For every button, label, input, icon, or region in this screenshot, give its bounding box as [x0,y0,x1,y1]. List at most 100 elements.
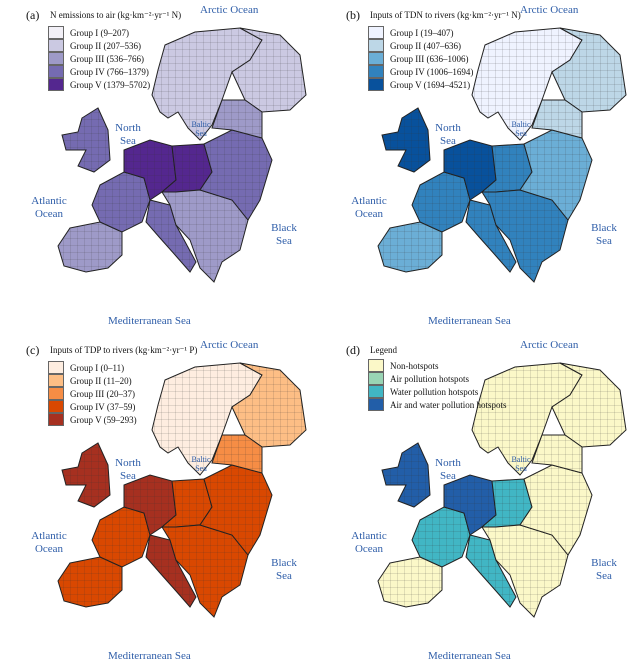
legend: Group I (9–207) Group II (207–536) Group I… [48,26,150,91]
legend-item: Group II (207–536) [48,39,150,52]
grid-cells [520,130,592,220]
legend-item: Group V (1694–4521) [368,78,473,91]
grid-cells [152,363,262,475]
legend-label: Group II (407–636) [390,40,461,51]
legend-item: Group II (11–20) [48,374,137,387]
legend-item: Group V (1379–5702) [48,78,150,91]
legend-label: Group V (1379–5702) [70,79,151,90]
atlantic-ocean-label: Atlantic Ocean [31,195,67,220]
legend-label: Group V (1694–4521) [390,79,471,90]
legend-label: Air and water pollution hotspots [390,399,507,410]
legend-label: Group V (59–293) [70,414,137,425]
grid-cells [520,465,592,555]
legend-item: Group V (59–293) [48,413,137,426]
map [377,27,627,283]
legend-swatch [48,413,64,426]
mediterranean-sea-label: Mediterranean Sea [428,650,511,662]
arctic-ocean-label: Arctic Ocean [200,339,259,351]
grid-cells [162,144,212,192]
legend-swatch [368,359,384,372]
legend-title: Inputs of TDP to rivers (kg·km⁻²·yr⁻¹ P) [50,345,198,355]
grid-cells [146,535,196,607]
grid-cells [444,475,496,535]
map [57,27,307,283]
legend-item: Non-hotspots [368,359,507,372]
legend-label: Group IV (37–59) [70,401,136,412]
legend-swatch [368,398,384,411]
legend-item: Group I (0–11) [48,361,137,374]
baltic-sea-label: Baltic Sea [511,120,531,138]
grid-cells [482,479,532,527]
legend-item: Group I (19–407) [368,26,473,39]
legend-swatch [48,39,64,52]
legend-label: Group III (536–766) [70,53,144,64]
mediterranean-sea-label: Mediterranean Sea [108,315,191,327]
legend-label: Water pollution hotspots [390,386,479,397]
grid-cells [532,100,582,138]
grid-cells [200,465,272,555]
legend-label: Group III (636–1006) [390,53,469,64]
mediterranean-sea-label: Mediterranean Sea [428,315,511,327]
grid-cells [62,108,110,172]
legend-item: Group II (407–636) [368,39,473,52]
panel-label: (d) [346,343,360,357]
legend-item: Group III (20–37) [48,387,137,400]
arctic-ocean-label: Arctic Ocean [520,4,579,16]
legend: Group I (0–11) Group II (11–20) Group III … [48,361,137,426]
black-sea-label: Black Sea [591,557,617,582]
grid-cells [412,507,470,567]
map [377,362,627,618]
legend-title: Inputs of TDN to rivers (kg·km⁻²·yr⁻¹ N) [370,10,521,20]
grid-cells [92,507,150,567]
grid-cells [124,475,176,535]
grid-cells [482,144,532,192]
legend-label: Group I (9–207) [70,27,129,38]
legend-swatch [48,374,64,387]
baltic-sea-label: Baltic Sea [511,455,531,473]
baltic-sea-label: Baltic Sea [191,120,211,138]
legend-label: Non-hotspots [390,360,439,371]
map-panel-a: (a) N emissions to air (kg·km⁻²·yr⁻¹ N) … [0,0,320,335]
legend-item: Air and water pollution hotspots [368,398,507,411]
legend-swatch [48,78,64,91]
legend-swatch [368,39,384,52]
grid-cells [444,140,496,200]
legend-label: Group I (19–407) [390,27,454,38]
map-panel-d: (d) Legend Non-hotspots Air pollution hot… [320,335,640,670]
grid-cells [58,557,122,607]
grid-cells [378,557,442,607]
legend-label: Group II (11–20) [70,375,132,386]
grid-cells [382,443,430,507]
legend-swatch [368,78,384,91]
grid-cells [232,363,306,447]
legend-swatch [368,372,384,385]
grid-cells [552,28,626,112]
legend-label: Group IV (1006–1694) [390,66,474,77]
legend: Group I (19–407) Group II (407–636) Group … [368,26,473,91]
grid-cells [58,222,122,272]
atlantic-ocean-label: Atlantic Ocean [351,195,387,220]
black-sea-label: Black Sea [271,222,297,247]
north-sea-label: North Sea [115,457,141,482]
legend-item: Group IV (37–59) [48,400,137,413]
legend-swatch [48,387,64,400]
north-sea-label: North Sea [435,122,461,147]
arctic-ocean-label: Arctic Ocean [520,339,579,351]
legend: Non-hotspots Air pollution hotspots Water … [368,359,507,411]
grid-cells [146,200,196,272]
legend-label: Group I (0–11) [70,362,125,373]
legend-swatch [368,52,384,65]
grid-cells [162,190,248,282]
grid-cells [162,525,248,617]
legend-swatch [368,385,384,398]
grid-cells [472,28,582,140]
legend-item: Group I (9–207) [48,26,150,39]
grid-cells [92,172,150,232]
legend-label: Group III (20–37) [70,388,135,399]
legend-label: Group IV (766–1379) [70,66,149,77]
legend-item: Group IV (766–1379) [48,65,150,78]
grid-cells [482,525,568,617]
atlantic-ocean-label: Atlantic Ocean [31,530,67,555]
legend-swatch [368,65,384,78]
